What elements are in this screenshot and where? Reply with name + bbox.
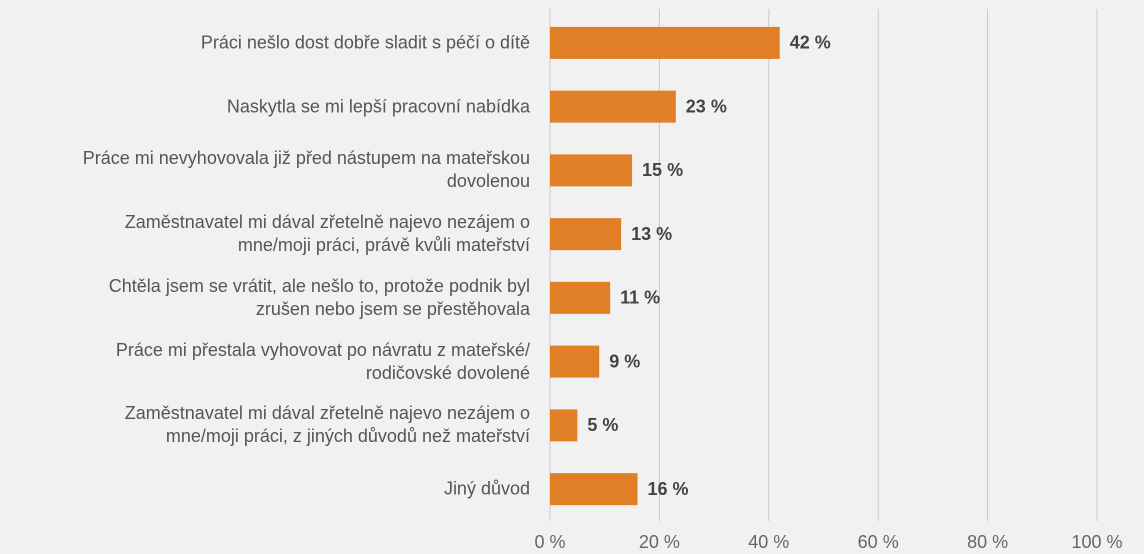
x-tick-label: 60 % bbox=[858, 532, 899, 552]
category-label: Zaměstnavatel mi dával zřetelně najevo n… bbox=[124, 403, 530, 447]
value-label: 23 % bbox=[686, 96, 727, 116]
value-label: 15 % bbox=[642, 160, 683, 180]
value-label: 13 % bbox=[631, 224, 672, 244]
bar bbox=[550, 90, 676, 123]
value-label: 42 % bbox=[790, 33, 831, 53]
bar bbox=[550, 345, 600, 378]
value-label: 11 % bbox=[620, 288, 660, 308]
category-label: Práci nešlo dost dobře sladit s péčí o d… bbox=[200, 32, 530, 53]
bar bbox=[550, 281, 611, 314]
bar bbox=[550, 154, 633, 187]
category-label: Chtěla jsem se vrátit, ale nešlo to, pro… bbox=[108, 275, 530, 319]
category-label: Práce mi nevyhovovala již před nástupem … bbox=[82, 148, 530, 192]
x-tick-label: 100 % bbox=[1071, 532, 1122, 552]
category-label: Práce mi přestala vyhovovat po návratu z… bbox=[115, 339, 530, 383]
bar bbox=[550, 218, 622, 251]
bar bbox=[550, 26, 780, 59]
value-label: 16 % bbox=[648, 479, 689, 499]
category-label: Zaměstnavatel mi dával zřetelně najevo n… bbox=[124, 212, 530, 256]
x-tick-label: 20 % bbox=[639, 532, 680, 552]
category-label: Naskytla se mi lepší pracovní nabídka bbox=[226, 96, 530, 117]
bar bbox=[550, 473, 638, 506]
value-label: 5 % bbox=[587, 415, 618, 435]
category-label: Jiný důvod bbox=[443, 478, 530, 499]
bar bbox=[550, 409, 578, 442]
x-tick-label: 40 % bbox=[748, 532, 789, 552]
x-tick-label: 80 % bbox=[967, 532, 1008, 552]
value-label: 9 % bbox=[609, 351, 640, 371]
x-tick-label: 0 % bbox=[534, 532, 565, 552]
